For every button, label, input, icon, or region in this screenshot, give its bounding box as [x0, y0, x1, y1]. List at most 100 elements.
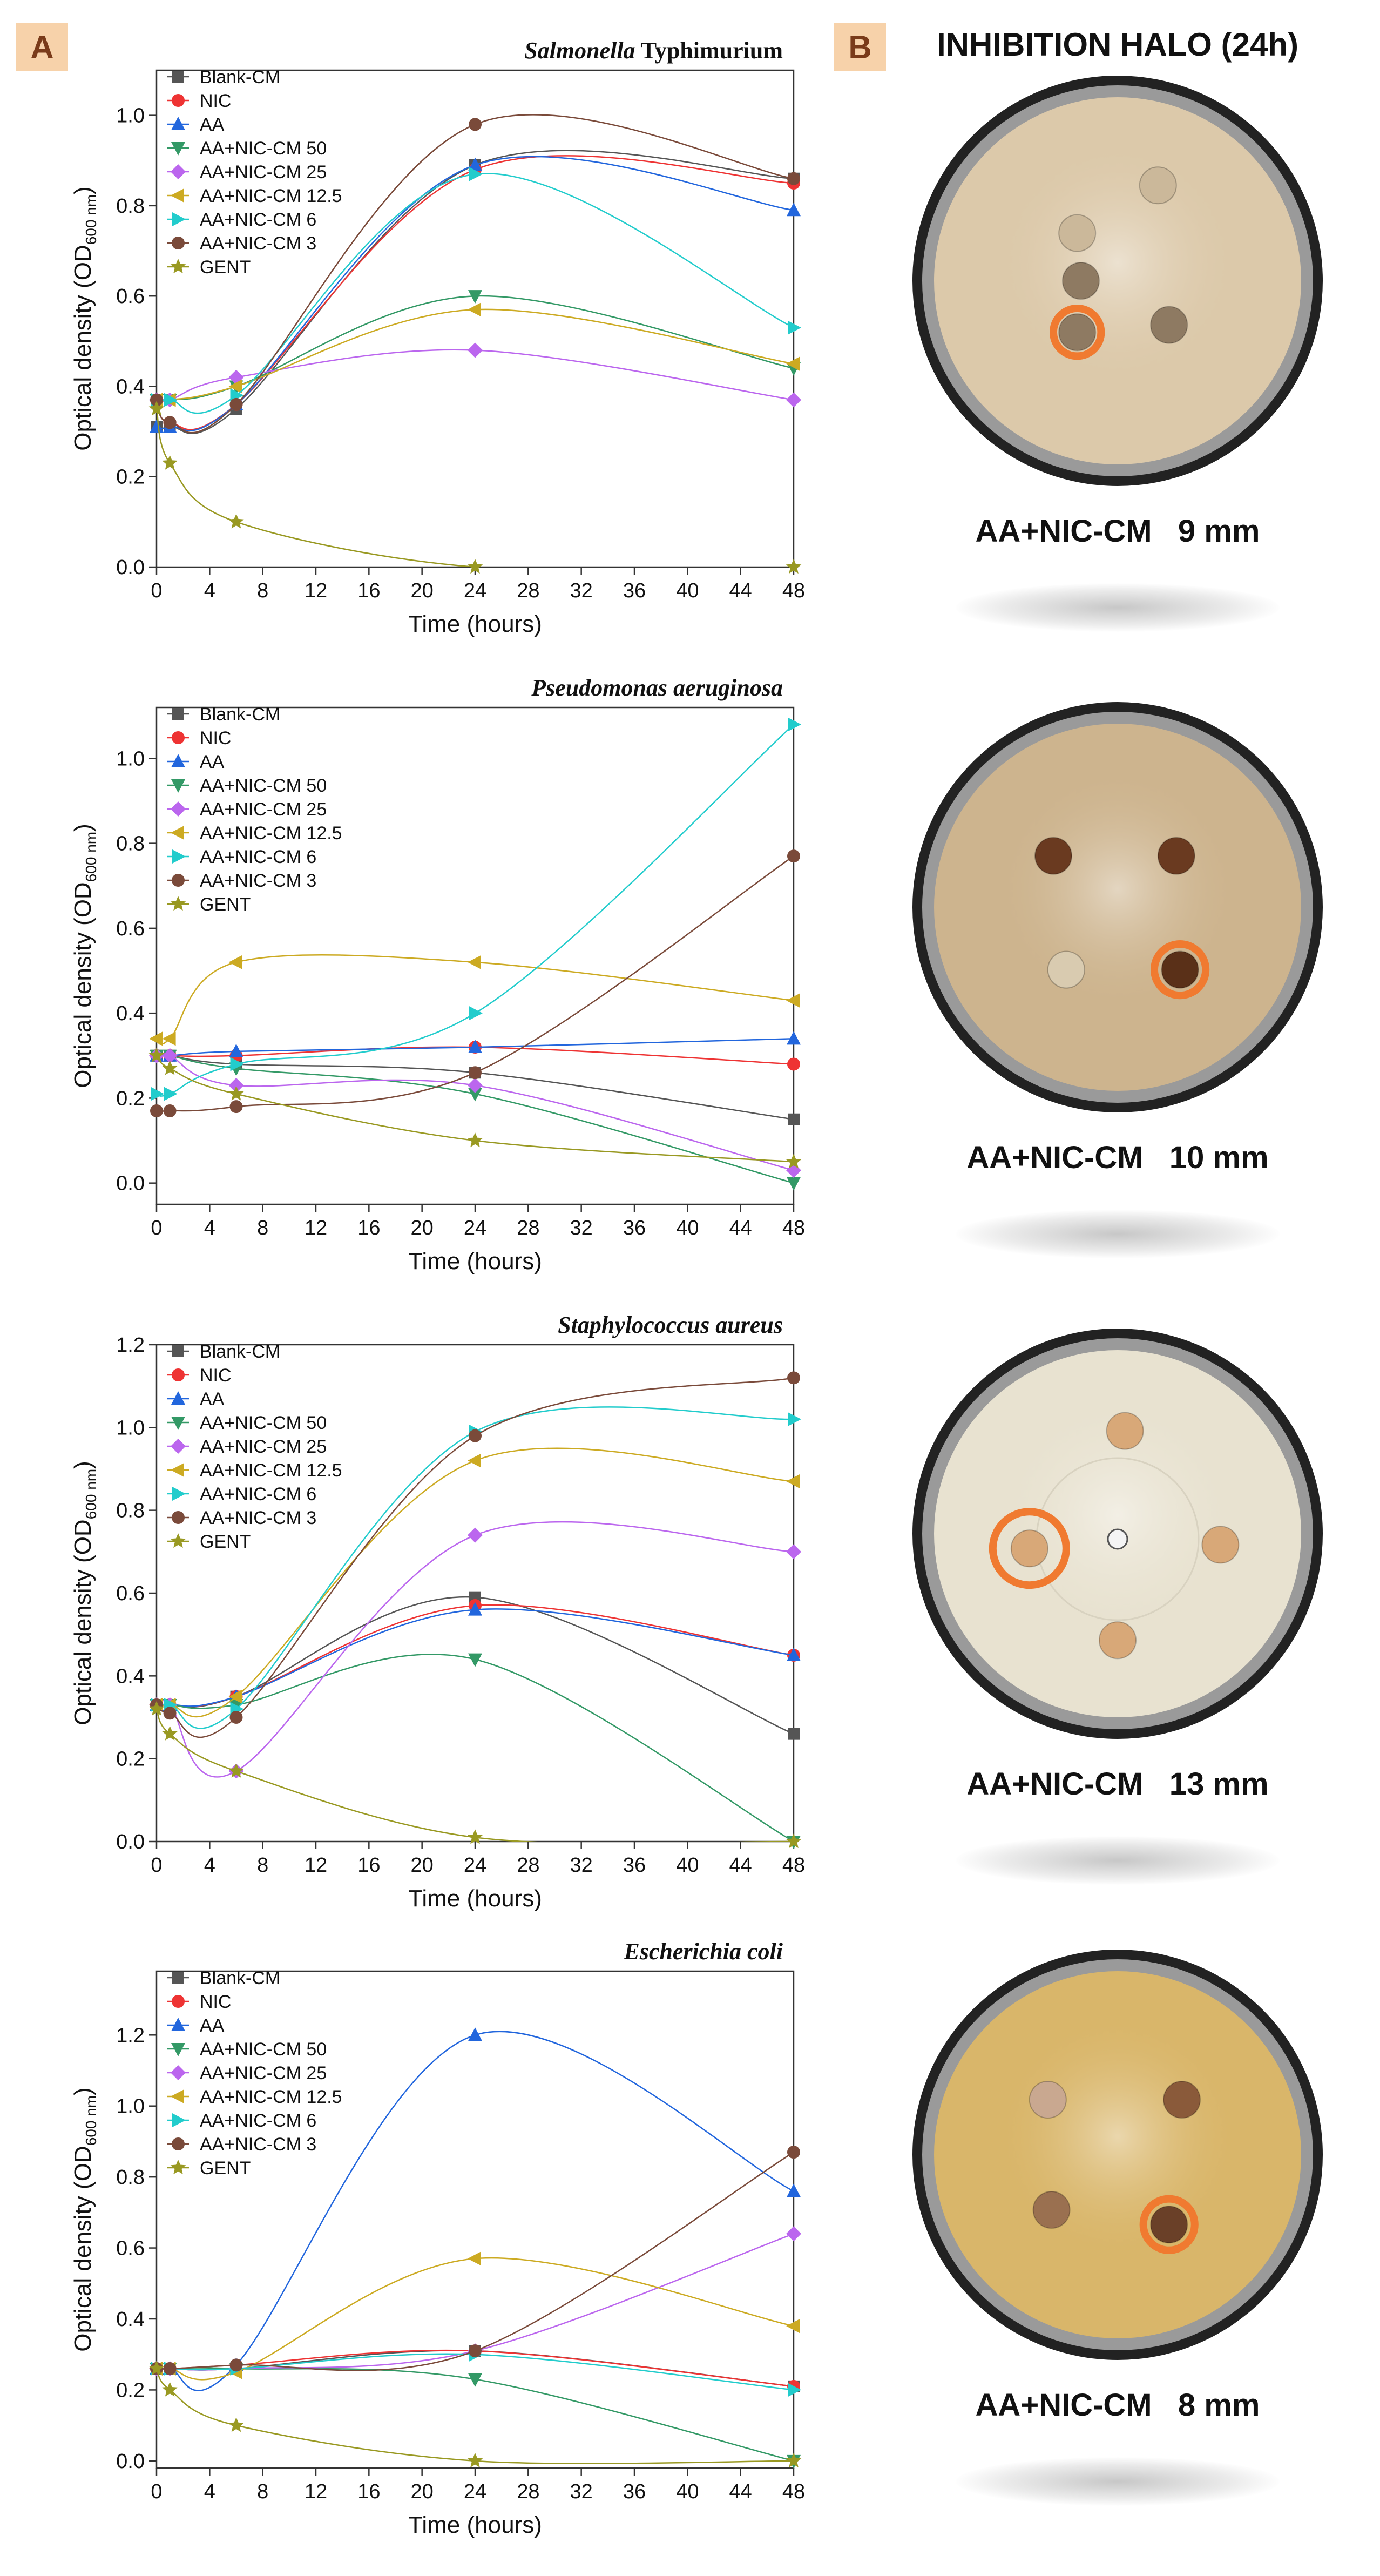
legend-marker [171, 2065, 186, 2080]
highlight-ring [989, 1508, 1070, 1589]
x-tick-label: 24 [464, 2480, 486, 2503]
panel-a-badge: A [16, 23, 68, 71]
legend-marker [171, 188, 184, 203]
legend-marker [172, 94, 185, 107]
series-line [157, 954, 794, 1045]
data-point [468, 1527, 483, 1543]
y-tick-label: 1.2 [116, 2024, 145, 2047]
data-point [468, 1602, 482, 1616]
y-tick-label: 0.2 [116, 466, 145, 489]
panel-b-badge: B [834, 23, 886, 71]
data-point [162, 1048, 178, 1063]
data-point [468, 2373, 482, 2387]
data-point [786, 2452, 802, 2467]
x-tick-label: 44 [729, 1854, 752, 1877]
series-line [157, 1055, 794, 1163]
x-tick-label: 44 [729, 1217, 752, 1239]
legend-label: AA+NIC-CM 50 [200, 2039, 327, 2060]
data-point [788, 1113, 800, 1125]
y-tick-label: 0.4 [116, 375, 145, 398]
series-line [157, 2031, 794, 2391]
data-point [148, 1047, 165, 1062]
data-point [788, 320, 801, 335]
series-gent [148, 2361, 802, 2467]
legend-marker [172, 1487, 186, 1501]
data-point [468, 2251, 481, 2266]
y-tick-label: 1.0 [116, 747, 145, 770]
sample-well [1150, 2206, 1188, 2244]
data-point [469, 1006, 483, 1021]
y-axis-label: Optical density (OD600 nm) [70, 1461, 99, 1725]
x-tick-label: 40 [676, 1217, 699, 1239]
dish-shadow [956, 583, 1280, 632]
data-point [228, 1085, 244, 1101]
data-point [151, 1087, 164, 1101]
y-tick-label: 0.0 [116, 556, 145, 579]
x-tick-label: 16 [357, 1854, 380, 1877]
data-point [786, 1154, 802, 1169]
data-point [150, 419, 164, 433]
legend-marker [172, 2113, 186, 2127]
data-point [468, 342, 483, 358]
series-aa-nic-cm-3 [150, 849, 800, 1118]
data-point [148, 1701, 165, 1716]
legend-label: AA+NIC-CM 50 [200, 776, 327, 796]
x-axis-label: Time (hours) [408, 1248, 542, 1274]
data-point [467, 559, 483, 574]
legend-marker [171, 164, 186, 179]
data-point [150, 393, 163, 407]
legend-marker [172, 849, 186, 864]
legend-marker [170, 2160, 186, 2175]
legend-marker [172, 708, 184, 720]
data-point [788, 717, 801, 732]
legend-marker [170, 1533, 186, 1548]
y-tick-label: 0.4 [116, 1665, 145, 1688]
petri-dish-image [912, 76, 1323, 486]
x-tick-label: 36 [623, 1854, 646, 1877]
legend-marker [172, 731, 185, 744]
legend: Blank-CM NIC AA AA+NIC-CM 50 AA+NIC-CM 25 AA+… [167, 1341, 342, 1552]
dish-label: AA+NIC-CM 8 mm [975, 2388, 1260, 2423]
legend-label: NIC [200, 728, 232, 748]
data-point [229, 1100, 243, 1114]
sample-well [1032, 2191, 1071, 2229]
x-tick-label: 0 [151, 1854, 162, 1877]
x-tick-label: 4 [204, 579, 215, 602]
x-tick-label: 28 [517, 1217, 539, 1239]
chart-title: Escherichia coli [623, 1938, 783, 1965]
data-point [148, 2361, 165, 2376]
legend-label: AA+NIC-CM 50 [200, 138, 327, 159]
dish-shadow [956, 1210, 1280, 1258]
legend-marker [172, 2137, 185, 2150]
data-point [148, 401, 165, 416]
data-point [230, 1057, 244, 1071]
data-point [163, 1707, 177, 1720]
x-tick-label: 16 [357, 2480, 380, 2503]
series-line [157, 2257, 794, 2381]
data-point [787, 1177, 801, 1191]
x-tick-label: 48 [782, 1854, 805, 1877]
y-tick-label: 0.0 [116, 1172, 145, 1195]
data-point [787, 849, 800, 863]
legend-marker [170, 259, 186, 274]
dish-block-staphylococcus: AA+NIC-CM 13 mm [864, 1318, 1371, 1955]
legend-marker [171, 2043, 185, 2056]
legend-marker [171, 801, 186, 817]
legend-label: NIC [200, 1365, 232, 1386]
sample-well [1150, 306, 1188, 344]
dish-block-salmonella: AA+NIC-CM 9 mm [864, 65, 1371, 702]
legend-label: AA+NIC-CM 12.5 [200, 2087, 342, 2107]
x-tick-label: 36 [623, 579, 646, 602]
y-tick-label: 0.0 [116, 2450, 145, 2473]
y-tick-label: 0.4 [116, 2308, 145, 2331]
x-tick-label: 44 [729, 579, 752, 602]
legend-marker [171, 1417, 185, 1430]
chart-title: Pseudomonas aeruginosa [531, 675, 783, 701]
data-point [164, 393, 178, 407]
y-tick-label: 1.2 [116, 1334, 145, 1357]
x-tick-label: 48 [782, 579, 805, 602]
legend-label: AA+NIC-CM 25 [200, 2063, 327, 2083]
series-gent [148, 1047, 802, 1169]
legend-label: Blank-CM [200, 1968, 280, 1988]
